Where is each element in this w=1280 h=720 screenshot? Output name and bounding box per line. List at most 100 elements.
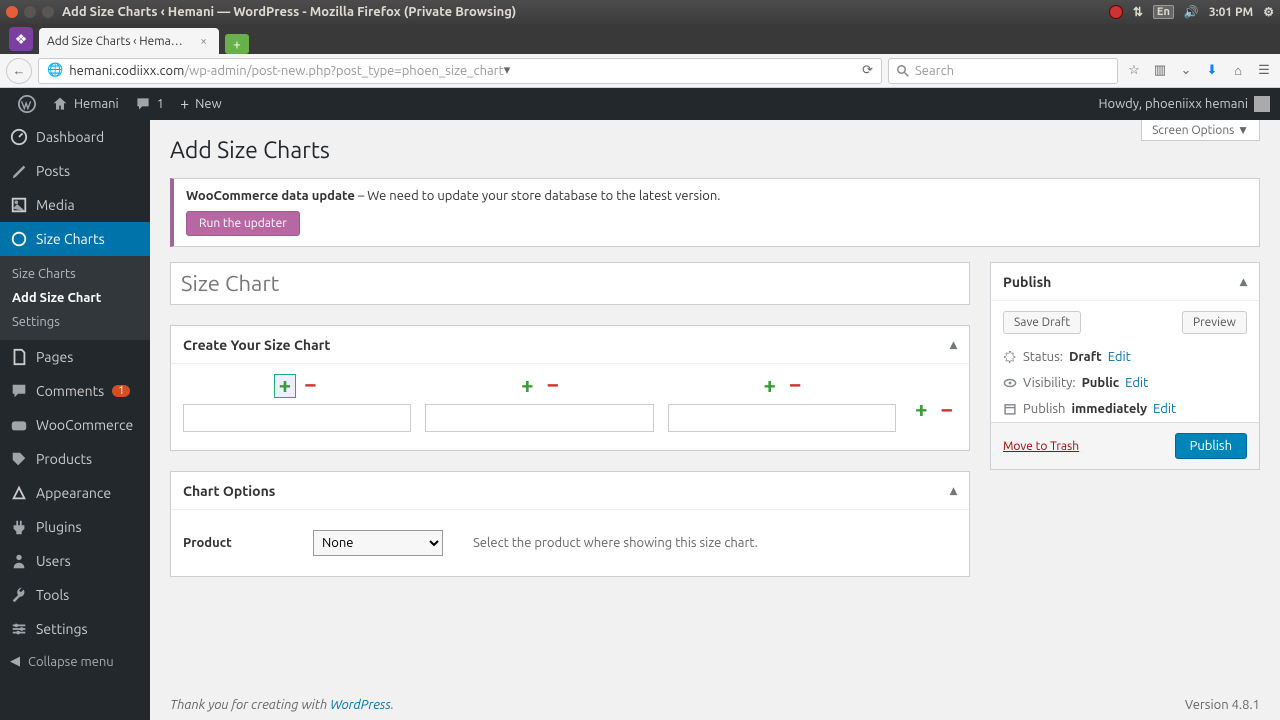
new-content[interactable]: + New: [172, 88, 230, 120]
wp-logo[interactable]: [10, 88, 44, 120]
howdy-account[interactable]: Howdy, phoeniixx hemani: [1098, 96, 1270, 112]
reload-button[interactable]: ⟳: [862, 63, 873, 78]
url-domain: hemani.codiixx.com: [69, 64, 184, 78]
add-column-button[interactable]: +: [759, 374, 781, 398]
site-name[interactable]: Hemani: [44, 88, 127, 120]
menu-tools[interactable]: Tools: [0, 578, 150, 612]
gear-icon[interactable]: ⚙: [1263, 5, 1274, 19]
back-button[interactable]: ←: [6, 58, 32, 84]
notice-text: – We need to update your store database …: [355, 189, 721, 203]
os-titlebar: Add Size Charts ‹ Hemani — WordPress - M…: [0, 0, 1280, 24]
menu-media[interactable]: Media: [0, 188, 150, 222]
publish-box: Publish ▴ Save Draft Preview Status: Dra…: [990, 262, 1260, 470]
language-indicator[interactable]: En: [1153, 5, 1174, 19]
create-sizechart-header: Create Your Size Chart ▴: [171, 326, 969, 364]
os-panel: ⇅ En 🔊 3:01 PM ⚙: [1109, 0, 1274, 24]
submenu-sizecharts: Size Charts Add Size Chart Settings: [0, 256, 150, 340]
remove-column-button[interactable]: −: [300, 374, 320, 398]
window-close-button[interactable]: [6, 6, 18, 18]
menu-woocommerce[interactable]: WooCommerce: [0, 408, 150, 442]
chart-options-header: Chart Options ▴: [171, 472, 969, 510]
menu-products[interactable]: Products: [0, 442, 150, 476]
volume-icon[interactable]: 🔊: [1184, 5, 1199, 19]
notice-strong: WooCommerce data update: [186, 189, 355, 203]
publish-button[interactable]: Publish: [1175, 433, 1247, 459]
add-column-button[interactable]: +: [274, 374, 296, 398]
tab-title: Add Size Charts ‹ Hema…: [47, 35, 183, 48]
submenu-sizecharts-list[interactable]: Size Charts: [0, 262, 150, 286]
menu-plugins[interactable]: Plugins: [0, 510, 150, 544]
wordpress-link[interactable]: WordPress: [330, 698, 391, 712]
visibility-section: Visibility: Public Edit: [991, 370, 1259, 396]
comments-badge: 1: [112, 385, 130, 397]
window-maximize-button[interactable]: [42, 6, 54, 18]
remove-row-button[interactable]: −: [937, 397, 957, 422]
network-icon[interactable]: ⇅: [1133, 5, 1143, 19]
pocket-icon[interactable]: ⌄: [1176, 61, 1196, 81]
run-updater-button[interactable]: Run the updater: [186, 211, 300, 236]
submenu-addsizechart[interactable]: Add Size Chart: [0, 286, 150, 310]
new-tab-button[interactable]: +: [225, 34, 249, 54]
menu-settings[interactable]: Settings: [0, 612, 150, 646]
chart-options-box: Chart Options ▴ Product None Select the …: [170, 471, 970, 577]
url-path: /wp-admin/post-new.php?post_type=phoen_s…: [184, 64, 503, 78]
downloads-icon[interactable]: ⬇: [1202, 61, 1222, 81]
edit-visibility-link[interactable]: Edit: [1125, 376, 1148, 390]
clock[interactable]: 3:01 PM: [1209, 6, 1253, 19]
preview-button[interactable]: Preview: [1182, 311, 1247, 334]
remove-column-button[interactable]: −: [785, 374, 805, 398]
search-bar[interactable]: Search: [888, 58, 1118, 84]
menu-icon[interactable]: ☰: [1254, 61, 1274, 81]
sizechart-cell-input[interactable]: [425, 404, 653, 432]
page-title: Add Size Charts: [150, 120, 1280, 173]
edit-status-link[interactable]: Edit: [1108, 350, 1131, 364]
private-browsing-icon: ❖: [9, 27, 33, 51]
product-select[interactable]: None: [313, 530, 443, 556]
wp-footer: Thank you for creating with WordPress. V…: [170, 698, 1260, 712]
create-sizechart-box: Create Your Size Chart ▴ +− +−: [170, 325, 970, 451]
wp-admin-sidebar: Dashboard Posts Media Size Charts Size C…: [0, 120, 150, 720]
tab-close-button[interactable]: ×: [196, 35, 211, 48]
menu-comments[interactable]: Comments1: [0, 374, 150, 408]
library-icon[interactable]: ▥: [1150, 61, 1170, 81]
toggle-panel-icon[interactable]: ▴: [950, 336, 957, 353]
post-title-input[interactable]: [171, 263, 969, 304]
move-to-trash-link[interactable]: Move to Trash: [1003, 440, 1079, 453]
comments-bubble[interactable]: 1: [127, 88, 172, 120]
search-placeholder: Search: [915, 64, 954, 78]
url-dropdown-icon[interactable]: ▾: [504, 63, 511, 78]
sizechart-cell-input[interactable]: [183, 404, 411, 432]
add-row-button[interactable]: +: [910, 396, 932, 423]
remove-column-button[interactable]: −: [543, 374, 563, 398]
edit-schedule-link[interactable]: Edit: [1153, 402, 1176, 416]
url-bar[interactable]: 🌐 hemani.codiixx.com /wp-admin/post-new.…: [38, 58, 882, 84]
window-minimize-button[interactable]: [24, 6, 36, 18]
firefox-tabbar: ❖ Add Size Charts ‹ Hema… × +: [0, 24, 1280, 54]
bookmark-star-icon[interactable]: ☆: [1124, 61, 1144, 81]
browser-tab[interactable]: Add Size Charts ‹ Hema… ×: [39, 28, 219, 54]
collapse-menu[interactable]: ◀Collapse menu: [0, 646, 150, 677]
home-icon[interactable]: ⌂: [1228, 61, 1248, 81]
menu-appearance[interactable]: Appearance: [0, 476, 150, 510]
menu-dashboard[interactable]: Dashboard: [0, 120, 150, 154]
add-column-button[interactable]: +: [516, 374, 538, 398]
menu-pages[interactable]: Pages: [0, 340, 150, 374]
publish-header: Publish ▴: [991, 263, 1259, 301]
toggle-panel-icon[interactable]: ▴: [950, 482, 957, 499]
menu-posts[interactable]: Posts: [0, 154, 150, 188]
wp-main-content: Screen Options ▼ Add Size Charts WooComm…: [150, 120, 1280, 720]
menu-users[interactable]: Users: [0, 544, 150, 578]
wp-version: Version 4.8.1: [1185, 698, 1260, 712]
menu-sizecharts[interactable]: Size Charts: [0, 222, 150, 256]
url-globe-icon: 🌐: [47, 63, 63, 78]
sizechart-cell-input[interactable]: [668, 404, 896, 432]
screen-options-toggle[interactable]: Screen Options ▼: [1141, 120, 1260, 141]
toggle-panel-icon[interactable]: ▴: [1240, 273, 1247, 290]
record-indicator-icon: [1109, 5, 1123, 19]
woocommerce-notice: WooCommerce data update – We need to upd…: [170, 178, 1260, 247]
product-label: Product: [183, 536, 283, 550]
status-section: Status: Draft Edit: [991, 344, 1259, 370]
save-draft-button[interactable]: Save Draft: [1003, 311, 1081, 334]
wp-adminbar: Hemani 1 + New Howdy, phoeniixx hemani: [0, 88, 1280, 120]
submenu-settings[interactable]: Settings: [0, 310, 150, 334]
